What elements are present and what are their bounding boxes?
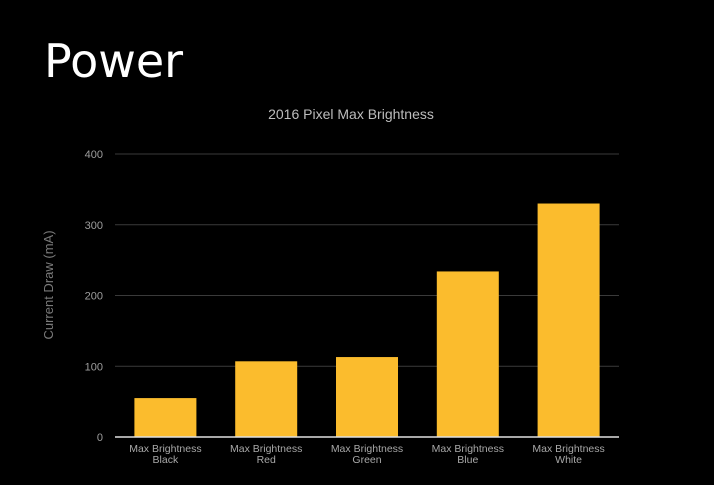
- x-tick-label-line: Max Brightness: [432, 443, 504, 455]
- slide-title: Power: [44, 34, 184, 88]
- gridlines: [115, 153, 619, 367]
- bar: [436, 271, 499, 437]
- x-tick-label-line: Max Brightness: [129, 443, 201, 455]
- x-tick-label-line: Max Brightness: [331, 443, 403, 455]
- bar: [235, 361, 298, 437]
- bar: [537, 203, 600, 437]
- x-tick-label-line: White: [555, 454, 582, 466]
- y-tick-label: 400: [85, 149, 103, 161]
- y-tick-label: 200: [85, 291, 103, 303]
- x-tick-label: Max Brightness Black: [129, 443, 201, 466]
- x-tick-label-line: Max Brightness: [230, 443, 302, 455]
- bars: [134, 203, 600, 437]
- chart-title: 2016 Pixel Max Brightness: [268, 106, 434, 122]
- x-tick-label-line: Green: [352, 454, 381, 466]
- x-tick-label: Max Brightness Blue: [432, 443, 504, 466]
- x-tick-label: Max Brightness White: [532, 443, 604, 466]
- x-tick-label-line: Red: [257, 454, 276, 466]
- x-tick-label: Max Brightness Red: [230, 443, 302, 466]
- x-tick-label: Max Brightness Green: [331, 443, 403, 466]
- y-tick-labels: 0 100 200 300 400: [85, 149, 103, 444]
- y-axis-label: Current Draw (mA): [41, 230, 56, 339]
- y-tick-label: 100: [85, 361, 103, 373]
- x-tick-label-line: Black: [153, 454, 179, 466]
- y-tick-label: 0: [97, 432, 103, 444]
- x-tick-label-line: Blue: [457, 454, 478, 466]
- bar: [134, 398, 197, 437]
- x-tick-label-line: Max Brightness: [532, 443, 604, 455]
- y-tick-label: 300: [85, 220, 103, 232]
- bar: [336, 357, 398, 437]
